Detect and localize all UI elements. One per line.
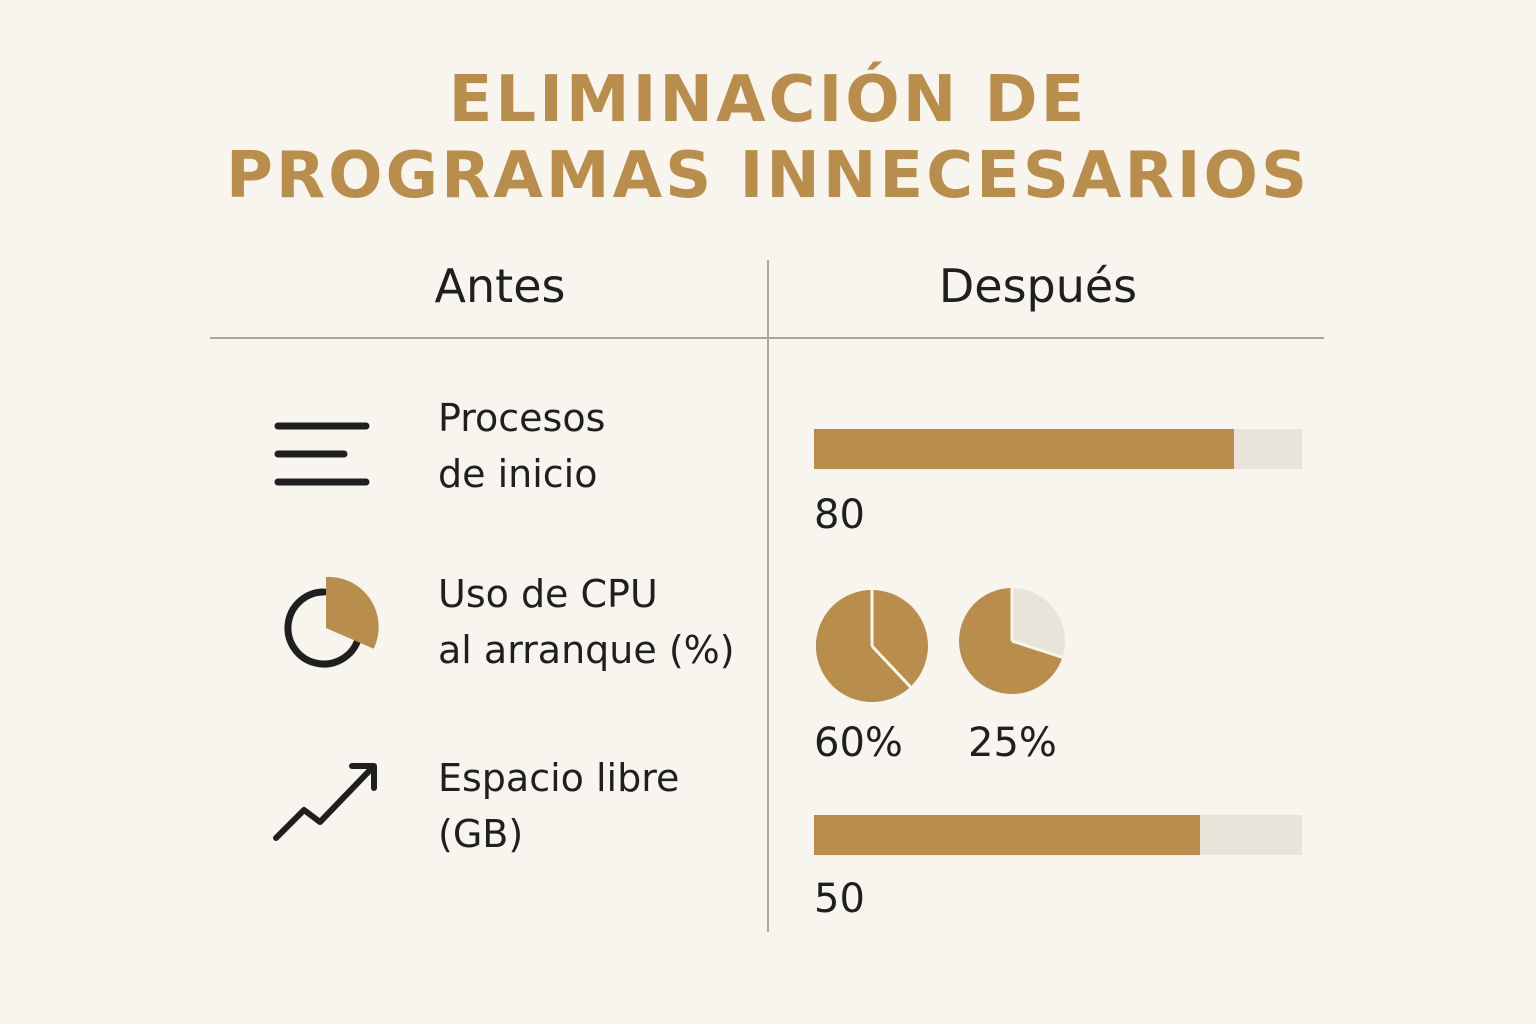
- title-line-1: ELIMINACIÓN DE: [448, 63, 1088, 137]
- row-label-free-space: Espacio libre (GB): [438, 750, 679, 862]
- free-space-bar-fill: [814, 815, 1200, 855]
- pie-slice-edge: [1011, 639, 1063, 659]
- free-space-value: 50: [814, 876, 865, 922]
- startup-processes-value: 80: [814, 492, 865, 538]
- lines-icon: [274, 422, 370, 486]
- cpu-usage-pie-1: [816, 590, 928, 702]
- row-label-startup-processes: Procesos de inicio: [438, 390, 605, 502]
- column-header-after: Después: [938, 259, 1138, 313]
- row-label-line: Procesos: [438, 396, 606, 440]
- free-space-bar: [814, 815, 1302, 855]
- row-label-line: Uso de CPU: [438, 572, 658, 616]
- trend-up-icon: [273, 763, 377, 841]
- cpu-usage-value-1: 60%: [814, 720, 903, 766]
- title-line-2: PROGRAMAS INNECESARIOS: [225, 139, 1311, 213]
- startup-processes-bar: [814, 429, 1302, 469]
- row-label-line: al arranque (%): [438, 628, 735, 672]
- row-label-line: Espacio libre: [438, 756, 680, 800]
- column-header-before: Antes: [434, 259, 566, 313]
- row-label-line: (GB): [438, 812, 524, 856]
- page-title: ELIMINACIÓN DE PROGRAMAS INNECESARIOS: [0, 62, 1536, 214]
- pie-chart-icon: [284, 576, 379, 668]
- cpu-usage-pie-2: [959, 588, 1065, 694]
- row-label-cpu-usage: Uso de CPU al arranque (%): [438, 566, 735, 678]
- cpu-usage-value-2: 25%: [968, 720, 1057, 766]
- vertical-divider: [767, 260, 769, 932]
- pie-slice-edge: [870, 644, 912, 688]
- pie-slice: [816, 590, 911, 702]
- startup-processes-bar-fill: [814, 429, 1234, 469]
- row-label-line: de inicio: [438, 452, 598, 496]
